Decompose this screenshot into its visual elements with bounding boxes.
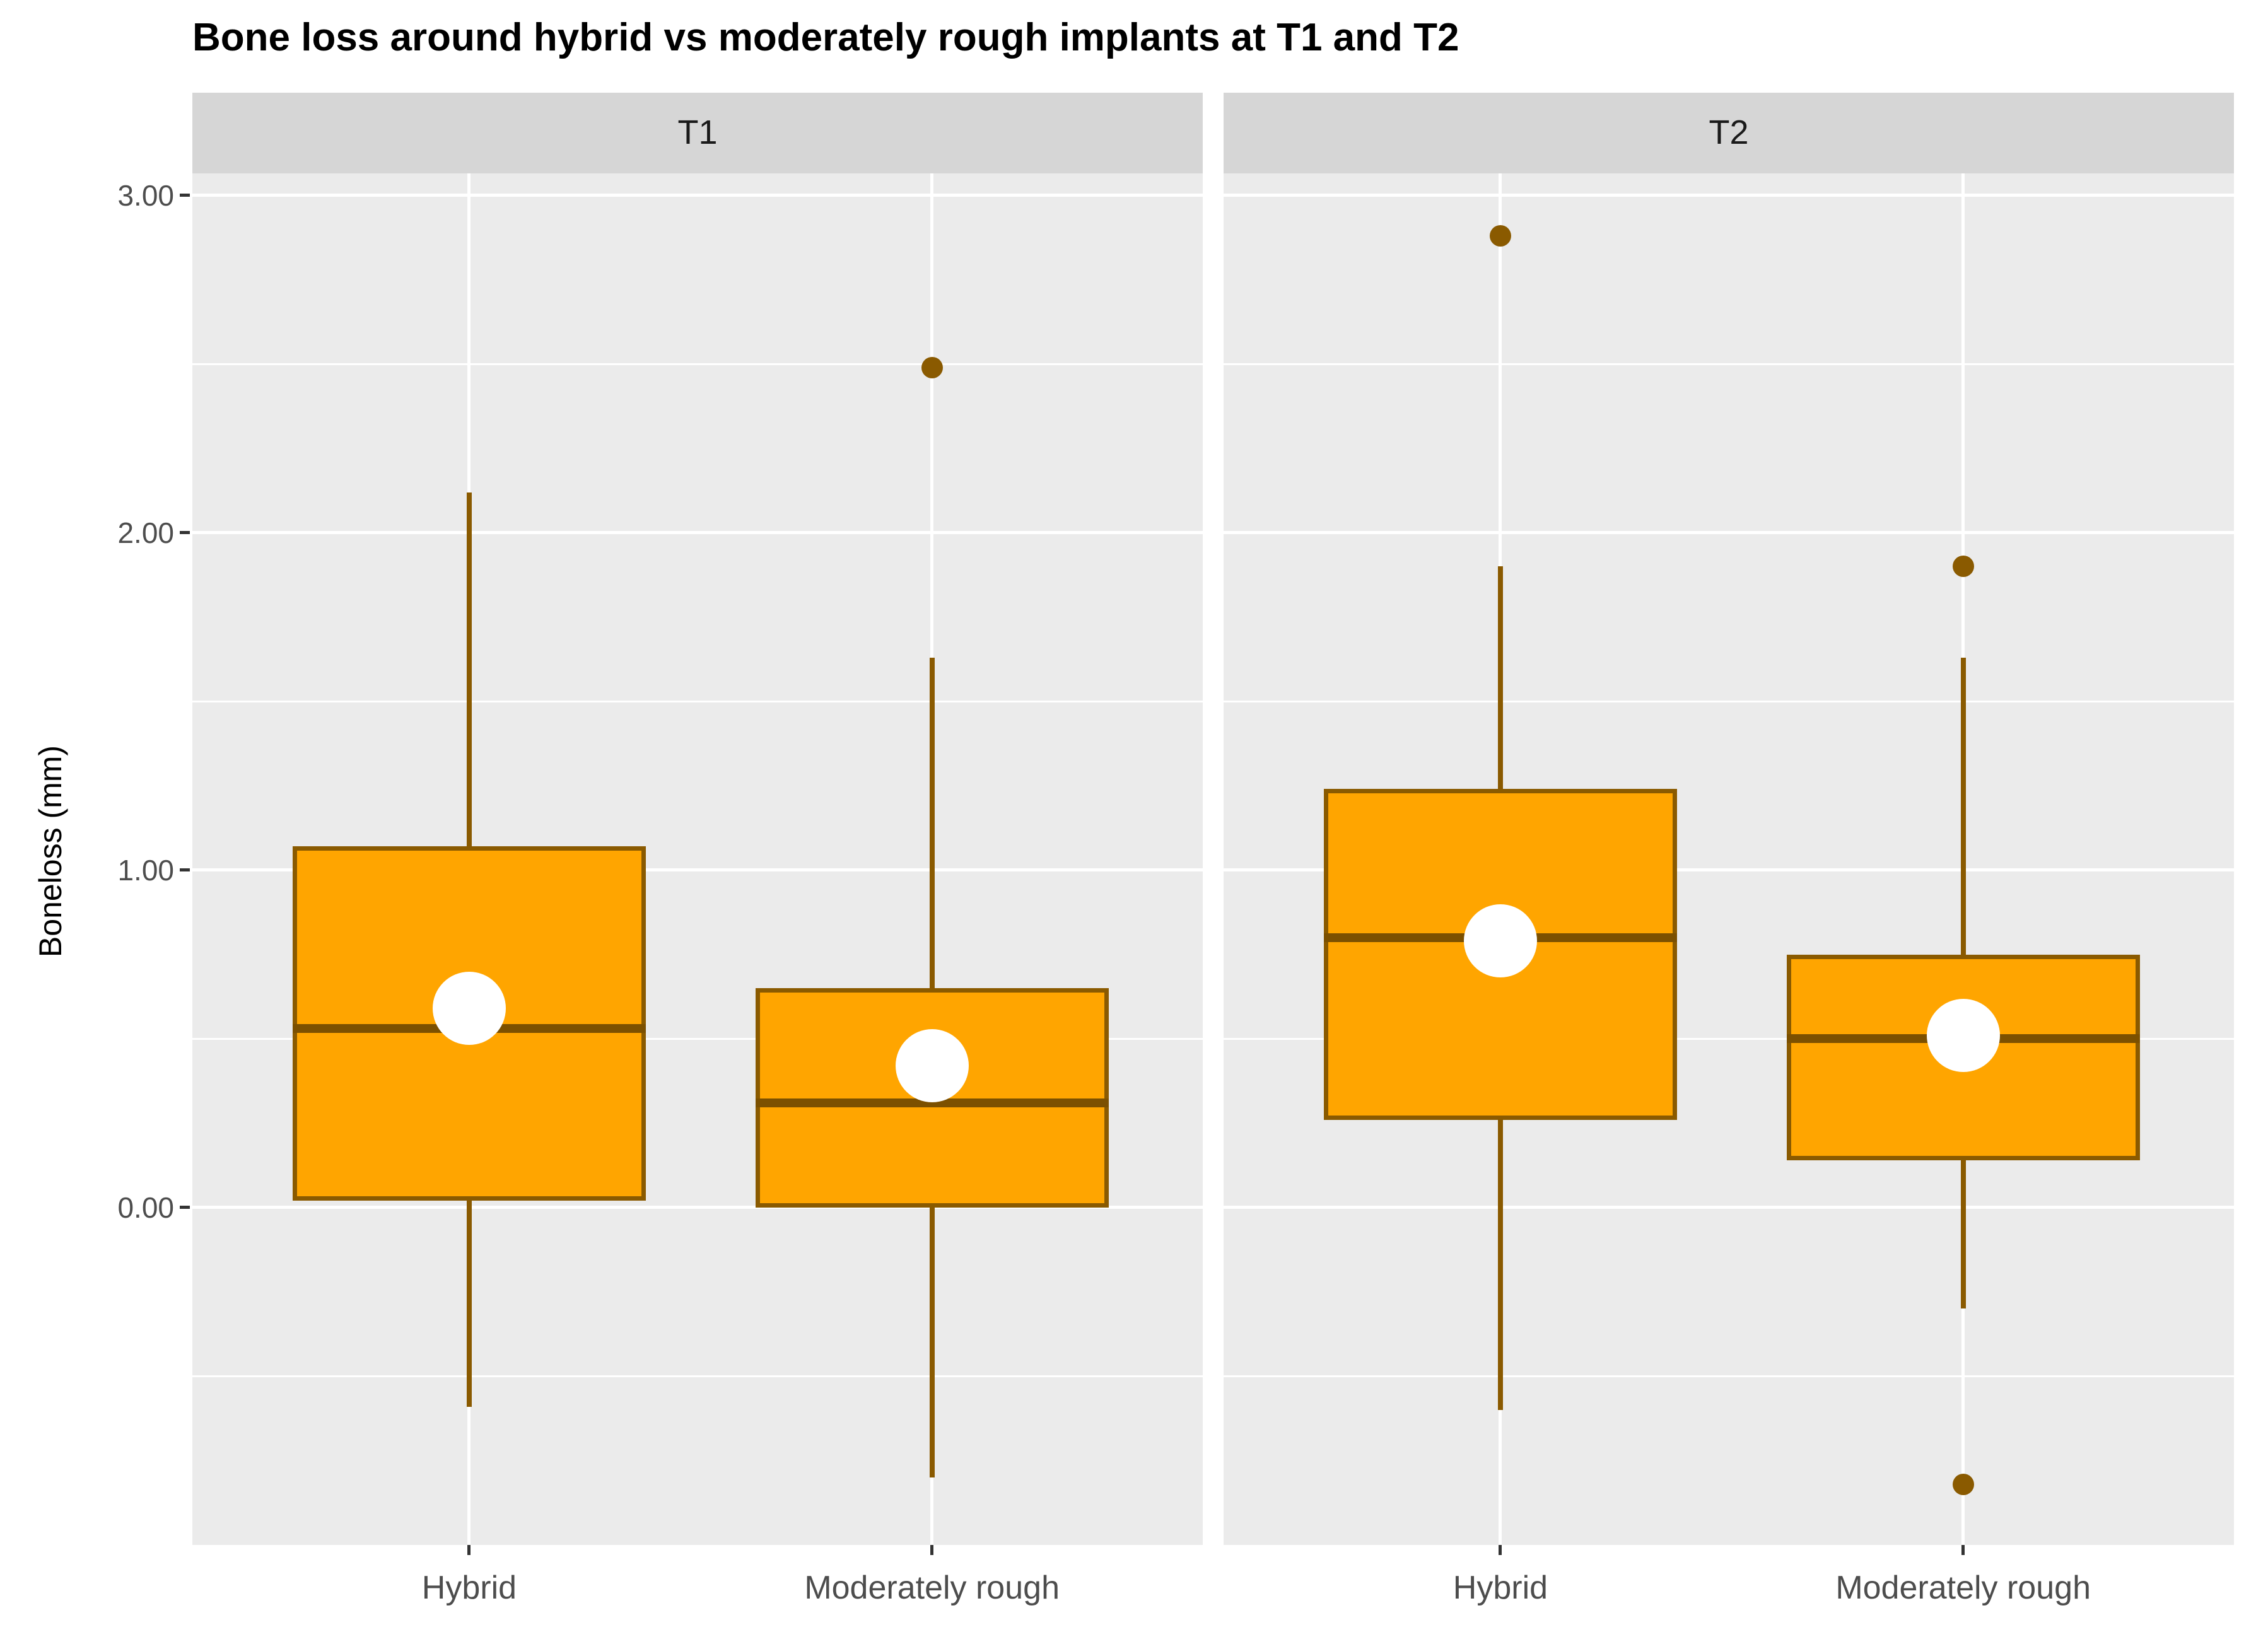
chart-title: Bone loss around hybrid vs moderately ro… <box>192 16 1459 59</box>
y-tick-label: 3.00 <box>117 178 174 212</box>
outlier-dot <box>1952 556 1974 578</box>
major-gridline <box>1224 194 2234 197</box>
upper-whisker <box>466 492 472 847</box>
lower-whisker <box>929 1207 935 1477</box>
upper-whisker <box>1960 657 1966 955</box>
x-tick-mark <box>467 1545 471 1555</box>
facet-strip-label: T1 <box>677 114 718 151</box>
y-tick-label: 0.00 <box>117 1191 174 1224</box>
y-tick-label: 2.00 <box>117 516 174 549</box>
major-gridline <box>192 194 1203 197</box>
x-category-label: Hybrid <box>421 1570 517 1606</box>
y-tick-mark <box>180 531 190 535</box>
major-gridline <box>192 1206 1203 1209</box>
x-tick-mark <box>1961 1545 1965 1555</box>
x-category-label: Moderately rough <box>804 1570 1060 1606</box>
y-tick-mark <box>180 868 190 872</box>
major-gridline <box>1224 1206 2234 1209</box>
facet-strip-label: T2 <box>1709 114 1749 151</box>
mean-dot <box>432 972 506 1046</box>
mean-dot <box>895 1029 969 1103</box>
major-gridline <box>192 868 1203 872</box>
y-tick-mark <box>180 1206 190 1209</box>
minor-gridline <box>1224 1037 2234 1040</box>
x-tick-mark <box>1499 1545 1502 1555</box>
major-gridline <box>1224 868 2234 872</box>
upper-whisker <box>929 657 935 989</box>
y-tick-label: 1.00 <box>117 853 174 887</box>
outlier-dot <box>921 356 943 378</box>
y-tick-mark <box>180 194 190 197</box>
x-tick-mark <box>930 1545 934 1555</box>
minor-gridline <box>192 700 1203 702</box>
x-category-label: Moderately rough <box>1835 1570 2091 1606</box>
major-gridline <box>192 531 1203 535</box>
median-line <box>755 1098 1109 1108</box>
major-gridline <box>1224 531 2234 535</box>
upper-whisker <box>1497 566 1503 790</box>
mean-dot <box>1926 999 2000 1073</box>
outlier-dot <box>1952 1473 1974 1495</box>
lower-whisker <box>466 1201 472 1407</box>
lower-whisker <box>1497 1119 1503 1410</box>
minor-gridline <box>192 363 1203 365</box>
minor-gridline <box>1224 363 2234 365</box>
minor-gridline <box>1224 1375 2234 1377</box>
lower-whisker <box>1960 1160 1966 1309</box>
minor-gridline <box>192 1375 1203 1377</box>
minor-gridline <box>192 1037 1203 1040</box>
outlier-dot <box>1489 224 1511 247</box>
facet-strip <box>1224 93 2234 173</box>
facet-strip <box>192 93 1203 173</box>
mean-dot <box>1463 904 1537 978</box>
minor-gridline <box>1224 700 2234 702</box>
x-category-label: Hybrid <box>1453 1570 1548 1606</box>
